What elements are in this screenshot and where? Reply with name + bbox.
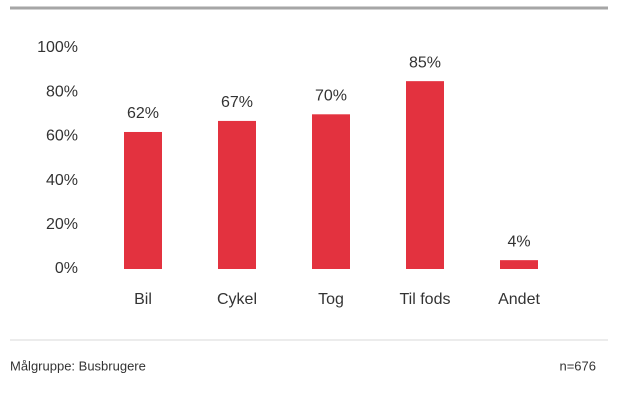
x-tick-label: Tog (318, 291, 344, 308)
y-tick-label: 40% (46, 172, 78, 189)
footer-group: Målgruppe: Busbrugere (10, 358, 146, 373)
bar (500, 260, 538, 269)
data-label: 85% (409, 54, 441, 71)
data-label: 70% (315, 88, 347, 105)
bar (406, 81, 444, 270)
bar (312, 114, 350, 269)
y-tick-label: 60% (46, 128, 78, 145)
footer-n: n=676 (559, 358, 596, 373)
x-tick-label: Cykel (217, 291, 257, 308)
y-tick-label: 20% (46, 216, 78, 233)
x-tick-label: Til fods (400, 291, 451, 308)
y-tick-label: 0% (55, 260, 78, 277)
y-tick-label: 100% (37, 39, 78, 56)
data-label: 62% (127, 105, 159, 122)
bar (218, 120, 256, 270)
x-tick-label: Bil (134, 291, 152, 308)
x-tick-label: Andet (498, 291, 540, 308)
bar (124, 131, 162, 269)
y-tick-label: 80% (46, 83, 78, 100)
data-label: 67% (221, 94, 253, 111)
data-label: 4% (507, 233, 530, 250)
